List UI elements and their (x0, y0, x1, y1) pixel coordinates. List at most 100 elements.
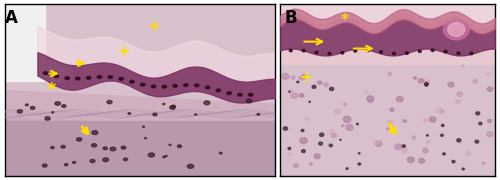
Circle shape (414, 77, 416, 79)
Circle shape (346, 168, 348, 169)
Circle shape (457, 52, 460, 55)
Circle shape (302, 49, 305, 52)
Circle shape (365, 91, 368, 94)
Circle shape (26, 104, 29, 106)
Circle shape (426, 135, 428, 136)
Circle shape (380, 51, 382, 53)
Circle shape (305, 118, 308, 120)
Circle shape (324, 83, 328, 87)
Circle shape (248, 93, 253, 96)
Circle shape (340, 139, 341, 140)
Circle shape (184, 84, 188, 86)
Circle shape (330, 129, 334, 134)
Circle shape (64, 164, 68, 166)
Circle shape (288, 147, 290, 150)
Text: +: + (147, 19, 160, 33)
Circle shape (300, 94, 304, 97)
Circle shape (188, 164, 194, 168)
Circle shape (76, 77, 80, 80)
Circle shape (301, 129, 304, 132)
Circle shape (358, 163, 360, 165)
Circle shape (170, 106, 175, 109)
Circle shape (470, 52, 473, 55)
Circle shape (440, 134, 444, 136)
Circle shape (124, 158, 128, 161)
Circle shape (334, 109, 341, 114)
Circle shape (98, 76, 102, 78)
Circle shape (110, 147, 116, 151)
Circle shape (479, 122, 482, 125)
Circle shape (238, 93, 242, 96)
Circle shape (62, 105, 66, 107)
Circle shape (289, 49, 292, 52)
Circle shape (426, 140, 430, 143)
Circle shape (441, 110, 444, 112)
Circle shape (448, 82, 454, 87)
Circle shape (72, 161, 76, 163)
Circle shape (354, 50, 357, 52)
Circle shape (431, 49, 434, 51)
Circle shape (92, 131, 98, 134)
Circle shape (444, 19, 469, 40)
Circle shape (65, 77, 70, 80)
Circle shape (163, 103, 165, 105)
Circle shape (388, 73, 392, 75)
Circle shape (318, 142, 322, 145)
Circle shape (452, 160, 455, 163)
Circle shape (486, 132, 493, 137)
Circle shape (178, 145, 182, 148)
Circle shape (418, 158, 424, 163)
Circle shape (418, 79, 424, 83)
Circle shape (288, 153, 292, 155)
Circle shape (216, 89, 220, 92)
Circle shape (86, 76, 91, 79)
Circle shape (476, 112, 480, 115)
Circle shape (462, 65, 464, 67)
Circle shape (300, 138, 307, 144)
Circle shape (297, 81, 299, 83)
Circle shape (425, 84, 428, 86)
Circle shape (289, 91, 290, 92)
Circle shape (408, 157, 414, 163)
Circle shape (301, 74, 307, 79)
Circle shape (144, 138, 146, 139)
Circle shape (345, 124, 352, 129)
Circle shape (412, 136, 416, 139)
Circle shape (314, 154, 320, 159)
Circle shape (121, 146, 126, 149)
Circle shape (346, 125, 354, 131)
Circle shape (257, 114, 260, 115)
Circle shape (142, 126, 144, 127)
Circle shape (309, 101, 310, 102)
Circle shape (486, 73, 490, 76)
Circle shape (318, 81, 322, 84)
Circle shape (291, 93, 298, 98)
Circle shape (284, 127, 288, 130)
Circle shape (457, 139, 461, 142)
Text: +: + (300, 70, 312, 85)
Circle shape (140, 83, 145, 86)
Text: B: B (285, 9, 298, 27)
Circle shape (165, 155, 167, 157)
Circle shape (358, 153, 360, 154)
Circle shape (173, 84, 178, 87)
Circle shape (294, 164, 298, 168)
Circle shape (473, 80, 478, 83)
Circle shape (462, 168, 464, 170)
Circle shape (76, 138, 82, 141)
Circle shape (119, 77, 124, 80)
Circle shape (436, 108, 442, 113)
Circle shape (163, 156, 165, 158)
Circle shape (102, 158, 108, 162)
Circle shape (103, 147, 108, 150)
Circle shape (366, 49, 370, 51)
Bar (5, 121, 275, 176)
Circle shape (442, 124, 444, 127)
Circle shape (386, 128, 390, 130)
Circle shape (61, 145, 65, 148)
Circle shape (310, 163, 312, 165)
Circle shape (343, 116, 351, 122)
Circle shape (482, 162, 485, 164)
Circle shape (422, 80, 425, 82)
Circle shape (424, 82, 428, 85)
